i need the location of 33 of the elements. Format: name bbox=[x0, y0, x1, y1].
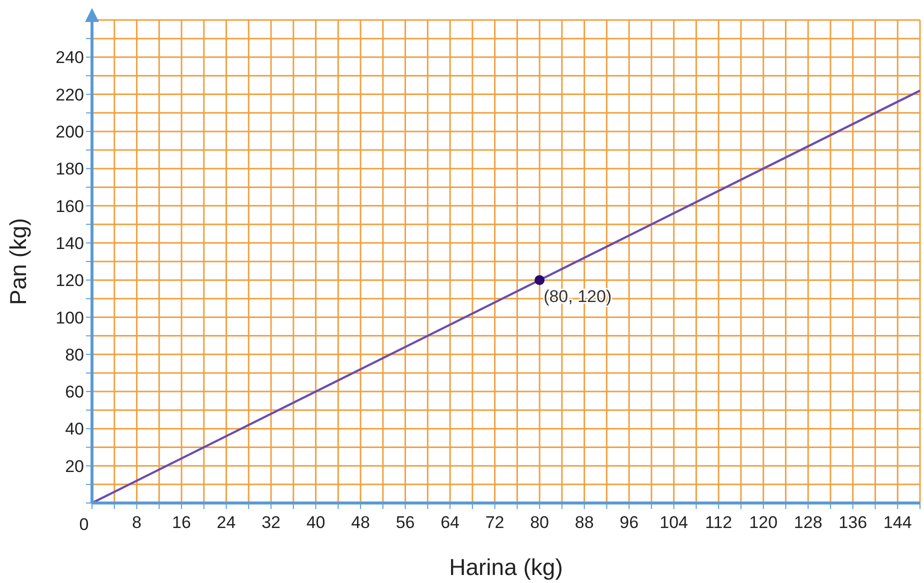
x-tick-label: 56 bbox=[396, 513, 415, 532]
x-tick-label: 128 bbox=[794, 513, 822, 532]
y-tick-label: 160 bbox=[56, 196, 84, 216]
y-tick-label: 100 bbox=[56, 308, 84, 328]
y-tick-label: 140 bbox=[56, 234, 84, 253]
x-tick-label: 8 bbox=[132, 513, 142, 532]
y-tick-label: 240 bbox=[56, 48, 84, 68]
x-tick-label: 112 bbox=[705, 513, 732, 532]
x-tick-label: 72 bbox=[485, 513, 504, 532]
y-tick-label: 220 bbox=[56, 85, 84, 104]
x-tick-label: 24 bbox=[216, 513, 236, 532]
x-axis-title: Harina (kg) bbox=[449, 554, 563, 580]
y-tick-label: 20 bbox=[65, 456, 84, 476]
x-tick-label: 80 bbox=[530, 513, 550, 532]
y-tick-label: 180 bbox=[56, 160, 84, 179]
x-tick-label: 32 bbox=[262, 513, 280, 532]
y-tick-label: 120 bbox=[56, 271, 84, 290]
y-tick-label: 40 bbox=[65, 420, 84, 439]
x-tick-label: 120 bbox=[749, 513, 778, 532]
y-tick-label: 80 bbox=[65, 345, 84, 364]
x-tick-label: 64 bbox=[440, 513, 460, 532]
x-tick-label: 88 bbox=[574, 513, 594, 532]
x-tick-label: 104 bbox=[660, 513, 688, 532]
x-tick-label: 0 bbox=[79, 515, 89, 534]
x-tick-label: 48 bbox=[351, 513, 370, 532]
y-tick-label: 60 bbox=[65, 382, 84, 402]
x-tick-label: 96 bbox=[620, 513, 639, 532]
x-tick-label: 40 bbox=[306, 513, 326, 532]
y-tick-label: 200 bbox=[56, 122, 84, 142]
x-tick-label: 16 bbox=[172, 513, 191, 532]
x-tick-label: 136 bbox=[838, 513, 868, 532]
x-tick-label: 144 bbox=[883, 513, 912, 532]
y-axis-title: Pan (kg) bbox=[5, 218, 32, 305]
